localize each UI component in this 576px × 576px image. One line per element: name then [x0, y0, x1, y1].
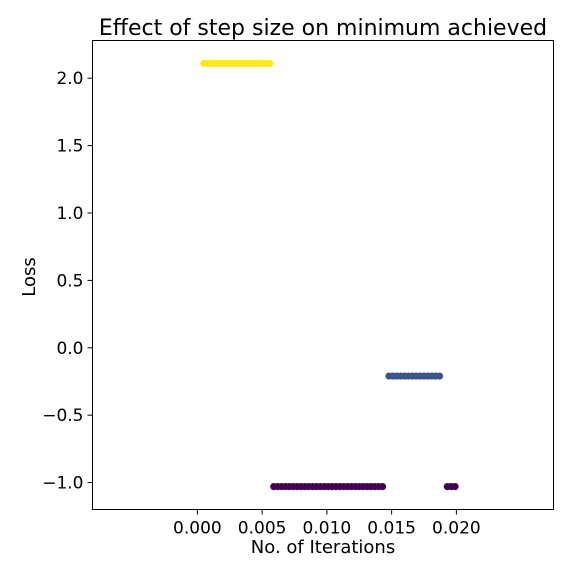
data-point [266, 60, 273, 67]
plot-frame [93, 41, 554, 510]
data-points [200, 60, 458, 490]
x-tick-label: 0.010 [303, 519, 352, 539]
y-axis-label: Loss [19, 257, 40, 296]
y-tick-label: 2.0 [56, 69, 83, 89]
data-point [451, 483, 458, 490]
data-point [379, 483, 386, 490]
y-tick-label: −0.5 [42, 406, 83, 426]
x-tick-label: 0.000 [173, 519, 222, 539]
x-tick-label: 0.020 [432, 519, 481, 539]
x-axis-ticks: 0.000 0.005 0.010 0.015 0.020 [173, 510, 481, 539]
y-tick-label: 0.5 [56, 271, 83, 291]
data-point [436, 372, 443, 379]
x-tick-label: 0.005 [238, 519, 287, 539]
y-tick-label: 1.5 [56, 137, 83, 157]
y-tick-label: 0.0 [56, 339, 83, 359]
x-tick-label: 0.015 [367, 519, 416, 539]
x-axis-label: No. of Iterations [251, 537, 395, 558]
y-axis-ticks: −1.0 −0.5 0.0 0.5 1.0 1.5 2.0 [42, 69, 92, 493]
plot-area [93, 41, 554, 510]
chart-title: Effect of step size on minimum achieved [99, 16, 547, 41]
y-tick-label: 1.0 [56, 204, 83, 224]
y-tick-label: −1.0 [42, 474, 83, 494]
